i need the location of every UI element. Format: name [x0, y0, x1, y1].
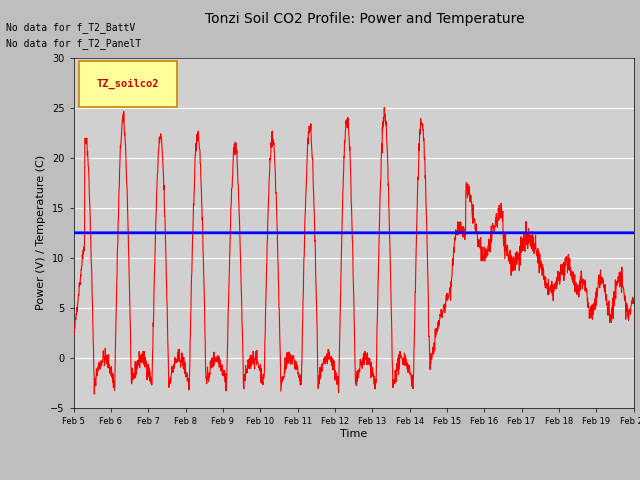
- X-axis label: Time: Time: [340, 429, 367, 439]
- FancyBboxPatch shape: [79, 61, 177, 107]
- Y-axis label: Power (V) / Temperature (C): Power (V) / Temperature (C): [36, 155, 46, 311]
- Text: TZ_soilco2: TZ_soilco2: [97, 79, 159, 89]
- Text: Tonzi Soil CO2 Profile: Power and Temperature: Tonzi Soil CO2 Profile: Power and Temper…: [205, 12, 525, 26]
- Text: No data for f_T2_BattV: No data for f_T2_BattV: [6, 22, 136, 33]
- Text: No data for f_T2_PanelT: No data for f_T2_PanelT: [6, 38, 141, 49]
